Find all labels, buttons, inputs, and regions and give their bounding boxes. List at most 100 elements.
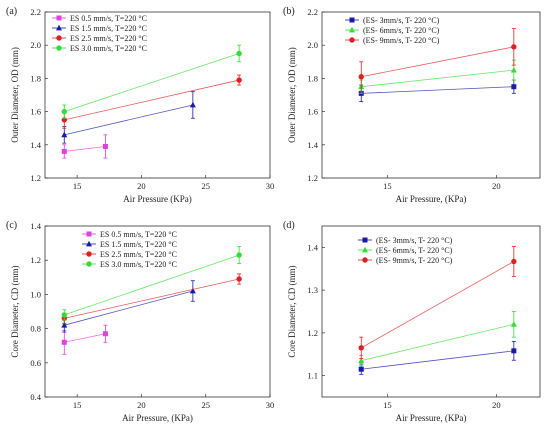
- legend-entry: (ES- 3mm/s, T- 220 °C): [363, 16, 440, 25]
- legend-marker: [362, 237, 368, 243]
- series-line: [361, 350, 514, 370]
- x-tick-label: 30: [266, 181, 275, 191]
- x-tick-label: 20: [137, 181, 146, 191]
- series-line: [361, 69, 514, 88]
- data-series: [358, 341, 517, 375]
- legend-marker: [349, 26, 355, 33]
- data-point: [61, 312, 67, 318]
- data-point: [358, 366, 364, 372]
- data-point: [102, 331, 108, 337]
- x-tick-label: 15: [383, 400, 392, 410]
- y-tick-label: 1.0: [30, 289, 41, 299]
- x-tick-label: 15: [383, 181, 392, 191]
- series-line: [361, 46, 514, 78]
- y-tick-label: 2.2: [30, 7, 41, 17]
- y-tick-label: 1.4: [30, 140, 41, 150]
- y-tick-label: 0.8: [30, 324, 41, 334]
- y-tick-label: 1.2: [307, 173, 318, 183]
- data-point: [61, 108, 67, 115]
- data-point: [61, 321, 68, 328]
- data-point: [358, 74, 364, 80]
- y-axis-label: Core Diameter, CD (mm): [10, 265, 20, 357]
- data-series: [61, 91, 196, 144]
- y-tick-label: 1.2: [30, 173, 41, 183]
- chart-panel: (a) 1.2 1.4 1.6 1.8 2.0 2.2 15 20 25 30 Air Pressur…: [6, 6, 274, 204]
- data-point: [236, 50, 242, 57]
- y-axis-label: Outer Diameter, OD (mm): [287, 47, 297, 143]
- x-tick-label: 20: [492, 400, 501, 410]
- legend-marker: [362, 246, 368, 253]
- legend-marker: [362, 257, 368, 263]
- y-tick-label: 1.6: [30, 107, 41, 117]
- y-tick-label: 1.1: [307, 371, 318, 381]
- data-point: [61, 148, 67, 154]
- data-point: [510, 66, 517, 73]
- chart-panel: (c) 0.4 0.6 0.8 1.0 1.2 1.4 15 20 25 30 Air Pressur…: [6, 220, 274, 423]
- data-point: [358, 345, 364, 351]
- series-line: [64, 254, 240, 316]
- legend: (ES- 3mm/s, T- 220 °C)(ES- 6mm/s, T- 220…: [345, 16, 440, 45]
- data-point: [358, 357, 365, 364]
- legend-entry: ES 2.5 mm/s, T=220 °C: [100, 250, 177, 259]
- data-point: [236, 276, 242, 282]
- panel-label: (c): [6, 220, 17, 231]
- data-series: [358, 246, 517, 359]
- data-point: [511, 258, 517, 265]
- legend: ES 0.5 mm/s, T=220 °CES 1.5 mm/s, T=220 …: [52, 14, 147, 53]
- x-axis-label: Air Pressure (KPa): [123, 194, 191, 204]
- data-point: [511, 348, 517, 354]
- data-point: [236, 252, 242, 258]
- plot-frame: [44, 11, 271, 179]
- legend-entry: (ES- 9mm/s, T- 220 °C): [376, 256, 453, 265]
- legend-marker: [56, 15, 62, 21]
- x-axis-label: Air Pressure, (KPa): [122, 413, 193, 423]
- legend-marker: [349, 17, 355, 23]
- legend-entry: (ES- 3mm/s, T- 220 °C): [376, 236, 453, 245]
- plot-frame: [321, 225, 541, 398]
- data-series: [61, 74, 242, 129]
- data-series: [61, 134, 108, 159]
- legend-marker: [86, 231, 92, 237]
- plot-frame: [44, 225, 271, 398]
- x-tick-label: 30: [266, 400, 275, 410]
- x-axis-label: Air Pressure, (KPa): [396, 194, 467, 204]
- series-line: [64, 79, 240, 121]
- x-axis-label: Air Pressure, (KPa): [396, 413, 467, 423]
- y-tick-label: 1.8: [307, 73, 318, 83]
- x-tick-label: 15: [73, 400, 82, 410]
- series-line: [361, 86, 514, 94]
- chart-panel: (b) 1.2 1.4 1.6 1.8 2.0 2.2 15 20 Air Pressure, (…: [283, 6, 541, 204]
- series-line: [361, 323, 514, 362]
- series-line: [64, 333, 106, 343]
- legend-entry: ES 3.0 mm/s, T=220 °C: [100, 260, 177, 269]
- data-series: [358, 79, 517, 103]
- plot-frame: [321, 11, 541, 179]
- y-tick-label: 1.6: [307, 107, 318, 117]
- series-line: [64, 146, 106, 152]
- y-tick-label: 1.3: [307, 285, 318, 295]
- series-line: [64, 53, 240, 112]
- data-series: [61, 246, 242, 321]
- data-point: [511, 44, 517, 50]
- legend: ES 0.5 mm/s, T=220 °CES 1.5 mm/s, T=220 …: [82, 230, 177, 269]
- legend-entry: ES 0.5 mm/s, T=220 °C: [100, 230, 177, 239]
- data-series: [61, 44, 242, 119]
- panel-label: (b): [283, 6, 295, 17]
- legend-marker: [86, 251, 92, 257]
- y-tick-label: 1.4: [307, 140, 318, 150]
- data-point: [61, 131, 68, 138]
- y-tick-label: 1.2: [307, 328, 318, 338]
- x-tick-label: 20: [137, 400, 146, 410]
- y-tick-label: 1.2: [30, 255, 41, 265]
- data-point: [511, 84, 517, 90]
- data-point: [189, 101, 196, 108]
- data-series: [61, 280, 196, 333]
- legend-marker: [56, 35, 62, 41]
- data-series: [358, 28, 517, 93]
- y-tick-label: 1.4: [307, 242, 318, 252]
- data-point: [510, 321, 517, 327]
- x-tick-label: 25: [201, 400, 210, 410]
- x-tick-label: 25: [201, 181, 210, 191]
- data-point: [61, 339, 67, 345]
